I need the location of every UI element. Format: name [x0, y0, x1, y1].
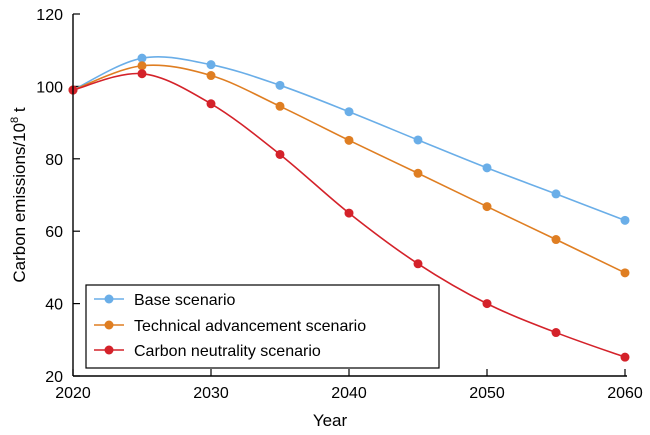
- legend-label: Carbon neutrality scenario: [134, 343, 321, 360]
- data-point: [413, 135, 423, 145]
- legend-entry-technical: Technical advancement scenario: [94, 318, 366, 335]
- x-tick-label: 2040: [331, 385, 367, 402]
- data-point: [551, 189, 561, 199]
- data-point: [206, 99, 216, 109]
- x-tick-label: 2030: [193, 385, 229, 402]
- data-point: [620, 352, 630, 362]
- data-point: [482, 299, 492, 309]
- series-layer: [68, 53, 630, 362]
- data-point: [137, 61, 147, 71]
- y-tick-label: 120: [36, 7, 63, 24]
- data-point: [551, 328, 561, 338]
- data-point: [344, 107, 354, 117]
- legend-box: [85, 284, 440, 369]
- legend-swatch-marker: [104, 320, 114, 330]
- x-tick-label: 2060: [607, 385, 643, 402]
- data-point: [551, 235, 561, 245]
- data-point: [482, 163, 492, 173]
- series-technical: [68, 61, 630, 278]
- y-axis-title-exponent: 8: [9, 117, 21, 123]
- data-point: [482, 202, 492, 212]
- legend-entry-base: Base scenario: [94, 292, 235, 309]
- data-point: [413, 259, 423, 269]
- x-tick-label: 2020: [55, 385, 91, 402]
- data-point: [275, 101, 285, 111]
- x-tick-label: 2050: [469, 385, 505, 402]
- y-tick-label: 80: [45, 152, 63, 169]
- legend-label: Technical advancement scenario: [134, 318, 366, 335]
- data-point: [275, 149, 285, 159]
- data-point: [137, 53, 147, 63]
- y-axis-title-main: Carbon emissions/10: [10, 123, 29, 283]
- x-axis-title: Year: [313, 411, 348, 430]
- data-point: [206, 71, 216, 81]
- data-point: [620, 215, 630, 225]
- data-point: [206, 60, 216, 70]
- y-tick-label: 40: [45, 297, 63, 314]
- legend-entry-neutrality: Carbon neutrality scenario: [94, 343, 321, 360]
- data-point: [344, 135, 354, 145]
- y-axis-title-unit: t: [10, 107, 29, 117]
- data-point: [137, 69, 147, 79]
- data-point: [413, 168, 423, 178]
- y-tick-label: 20: [45, 369, 63, 386]
- legend-swatch-marker: [104, 345, 114, 355]
- legend-swatch-marker: [104, 294, 114, 304]
- data-point: [275, 80, 285, 90]
- data-point: [344, 208, 354, 218]
- data-point: [620, 268, 630, 278]
- y-tick-label: 100: [36, 79, 63, 96]
- series-line-technical: [72, 64, 626, 274]
- legend: Base scenario Technical advancement scen…: [85, 284, 440, 369]
- y-tick-label: 60: [45, 224, 63, 241]
- legend-label: Base scenario: [134, 292, 235, 309]
- y-axis-title: Carbon emissions/108 t: [9, 107, 29, 283]
- series-neutrality: [68, 69, 630, 362]
